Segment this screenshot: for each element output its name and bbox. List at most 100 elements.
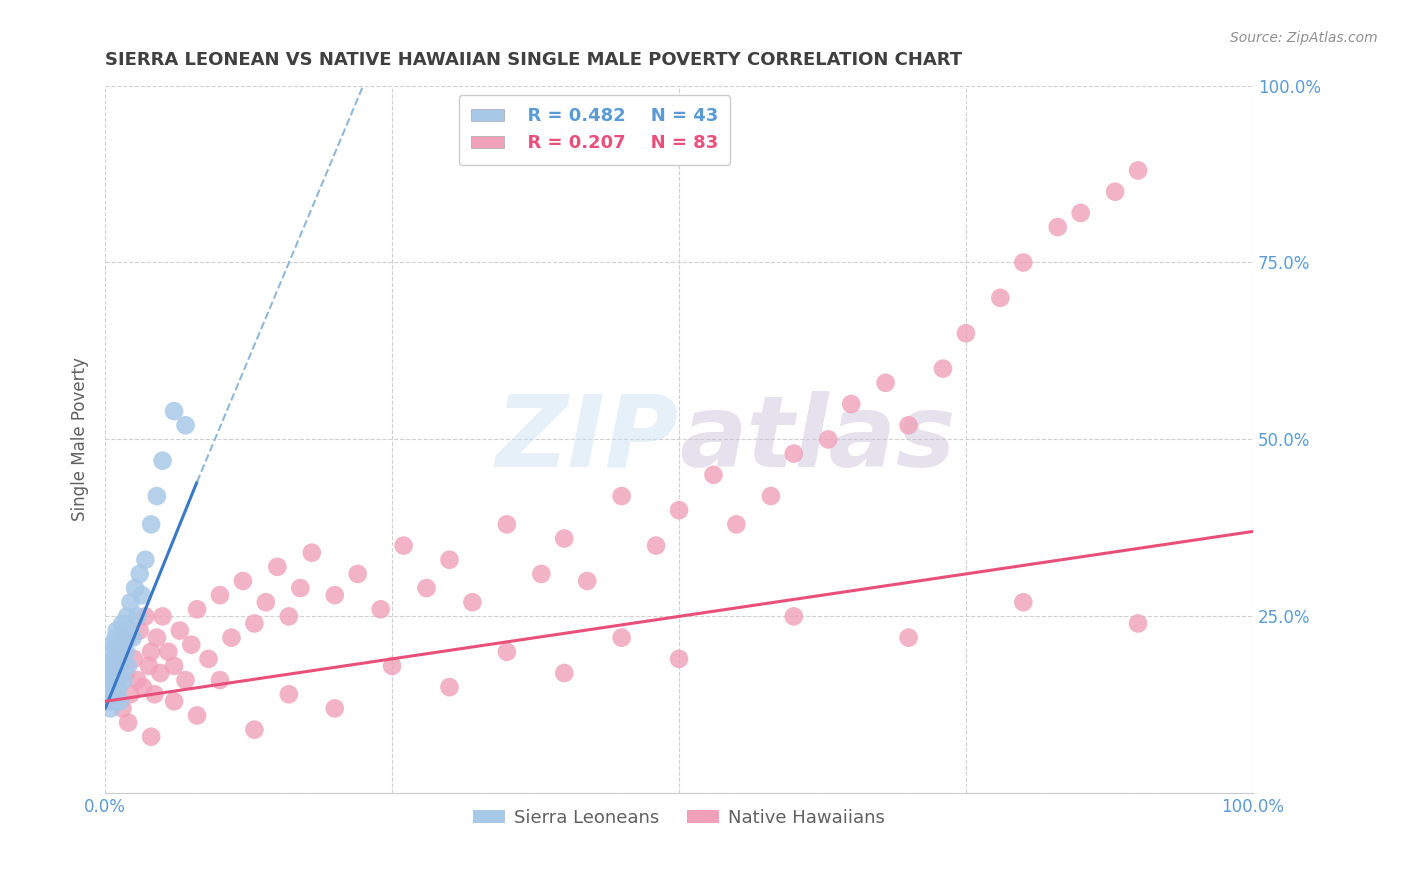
Point [98,666,121,681]
Point [1126,163,1149,178]
Point [186,602,208,616]
Point [553,666,575,681]
Point [392,539,415,553]
Point [138,659,160,673]
Point [112,673,135,687]
Point [157,645,180,659]
Point [163,404,186,418]
Point [100,701,122,715]
Point [783,609,806,624]
Point [107,645,129,659]
Point [576,574,599,588]
Point [163,694,186,708]
Point [105,624,128,638]
Point [118,624,141,638]
Point [875,376,897,390]
Point [115,666,138,681]
Point [132,680,155,694]
Point [114,631,136,645]
Point [645,539,668,553]
Text: SIERRA LEONEAN VS NATIVE HAWAIIAN SINGLE MALE POVERTY CORRELATION CHART: SIERRA LEONEAN VS NATIVE HAWAIIAN SINGLE… [105,51,962,69]
Point [105,680,128,694]
Point [103,659,125,673]
Point [127,609,149,624]
Point [115,645,138,659]
Point [163,659,186,673]
Point [415,581,437,595]
Point [323,588,346,602]
Point [208,588,231,602]
Point [100,694,122,708]
Point [117,631,139,645]
Point [530,566,553,581]
Point [232,574,254,588]
Point [243,616,266,631]
Point [107,673,129,687]
Point [702,467,724,482]
Point [101,659,124,673]
Point [725,517,748,532]
Point [817,433,839,447]
Point [1126,616,1149,631]
Point [323,701,346,715]
Point [839,397,862,411]
Point [1012,595,1035,609]
Point [111,616,134,631]
Point [127,673,149,687]
Point [381,659,404,673]
Point [105,687,128,701]
Point [461,595,484,609]
Point [897,418,920,433]
Point [668,503,690,517]
Point [370,602,392,616]
Point [120,687,142,701]
Point [103,652,125,666]
Text: Source: ZipAtlas.com: Source: ZipAtlas.com [1230,31,1378,45]
Point [783,447,806,461]
Point [105,666,128,681]
Point [759,489,782,503]
Point [108,638,131,652]
Point [108,680,131,694]
Point [152,609,174,624]
Point [1046,220,1069,235]
Point [131,588,153,602]
Point [221,631,243,645]
Point [186,708,208,723]
Point [146,631,169,645]
Point [897,631,920,645]
Point [108,694,131,708]
Point [197,652,219,666]
Point [139,645,162,659]
Point [346,566,368,581]
Point [111,701,134,715]
Point [121,631,143,645]
Y-axis label: Single Male Poverty: Single Male Poverty [72,358,89,521]
Text: ZIP: ZIP [496,391,679,488]
Point [277,687,299,701]
Point [439,680,461,694]
Point [134,609,156,624]
Point [301,546,323,560]
Point [128,624,150,638]
Point [111,652,134,666]
Point [208,673,231,687]
Point [496,517,519,532]
Point [1070,206,1092,220]
Point [115,609,138,624]
Point [290,581,312,595]
Point [277,609,299,624]
Point [266,559,288,574]
Point [103,694,125,708]
Legend: Sierra Leoneans, Native Hawaiians: Sierra Leoneans, Native Hawaiians [465,801,893,834]
Point [122,652,145,666]
Point [439,553,461,567]
Point [103,673,125,687]
Point [955,326,977,341]
Point [143,687,166,701]
Point [1104,185,1126,199]
Point [152,453,174,467]
Point [120,595,142,609]
Point [169,624,191,638]
Point [128,566,150,581]
